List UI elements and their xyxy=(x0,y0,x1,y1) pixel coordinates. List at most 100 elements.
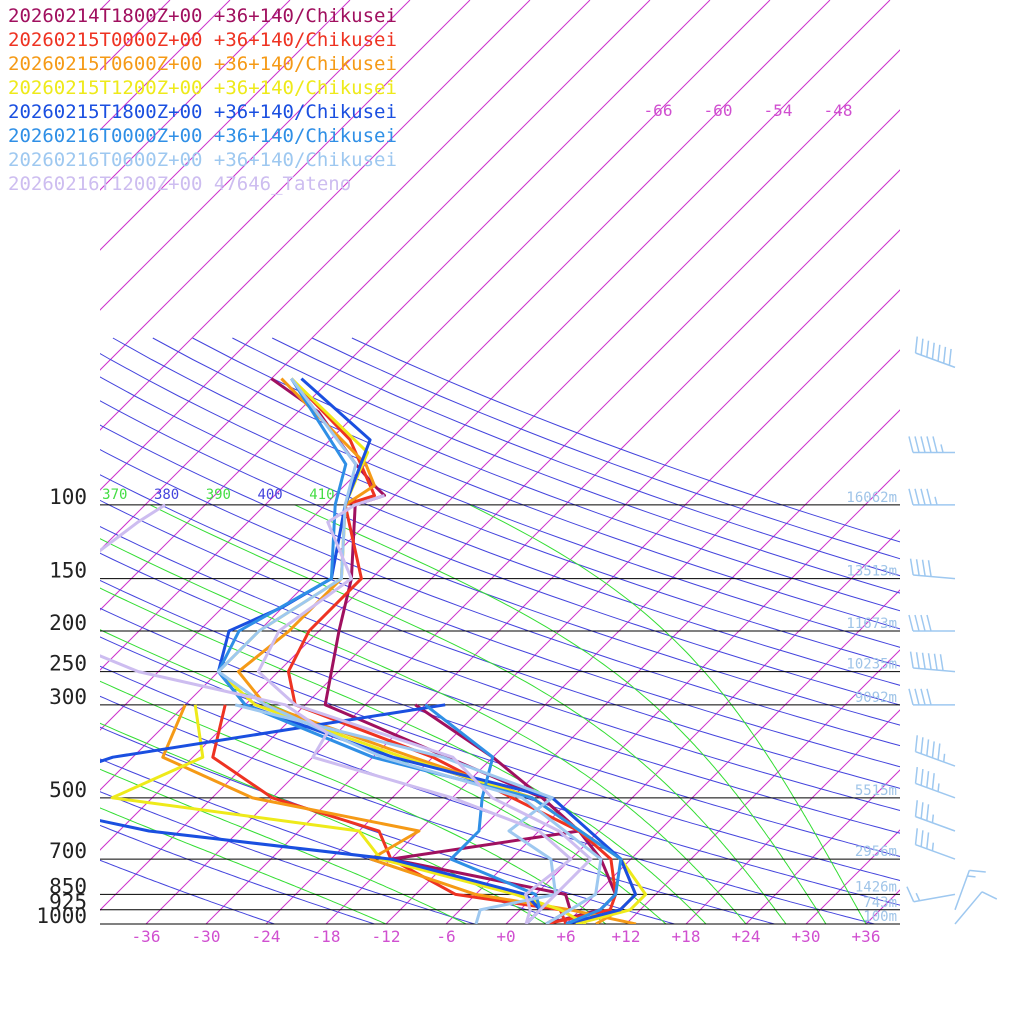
height-label: 100m xyxy=(863,909,897,925)
dry-adiabat-line xyxy=(100,665,875,924)
temperature-tick-label: +6 xyxy=(556,927,575,946)
temperature-tick-label: +36 xyxy=(852,927,881,946)
temperature-tick-label: +12 xyxy=(612,927,641,946)
isotherm-line xyxy=(100,0,591,491)
wind-barb xyxy=(914,336,956,369)
wind-barb xyxy=(914,800,956,832)
pressure-label: 300 xyxy=(49,685,87,709)
sounding-series xyxy=(100,377,648,924)
dewpoint-line xyxy=(110,704,587,924)
wind-barb xyxy=(909,651,956,673)
pressure-label: 850 xyxy=(49,874,87,898)
isotherm-line xyxy=(926,0,1024,924)
temperature-tick-label: -30 xyxy=(192,927,221,946)
top-temperature-label: -54 xyxy=(764,101,793,120)
temperature-tick-label: -6 xyxy=(436,927,455,946)
wind-barb xyxy=(906,886,956,903)
wind-barb xyxy=(908,488,955,506)
isotherm-line xyxy=(100,0,891,791)
wind-barb xyxy=(908,614,955,632)
isotherm-line xyxy=(100,0,411,311)
temperature-line xyxy=(216,377,603,924)
wind-barb xyxy=(914,735,956,767)
wind-barbs xyxy=(906,336,998,925)
dry-adiabat-line xyxy=(100,824,375,924)
isotherm-line xyxy=(100,0,771,671)
height-label: 2956m xyxy=(855,844,897,860)
isotherm-line xyxy=(986,0,1024,924)
dry-adiabat-line xyxy=(100,636,900,906)
wind-barb xyxy=(914,766,956,799)
top-temperature-label: -60 xyxy=(704,101,733,120)
dewpoint-line xyxy=(100,503,573,924)
top-temperature-label: -66 xyxy=(644,101,673,120)
pressure-label: 700 xyxy=(49,839,87,863)
dewpoint-line xyxy=(389,703,581,924)
isotherm-line xyxy=(100,0,291,191)
temperature-tick-label: -36 xyxy=(132,927,161,946)
isotherm-line xyxy=(625,649,900,924)
legend-entry: 20260214T1800Z+00 +36+140/Chikusei xyxy=(8,5,397,27)
temperature-line xyxy=(286,377,618,924)
pressure-label: 200 xyxy=(49,611,87,635)
legend-entry: 20260215T1200Z+00 +36+140/Chikusei xyxy=(8,77,397,99)
dry-adiabat-line xyxy=(100,859,275,924)
legend-entry: 20260216T0000Z+00 +36+140/Chikusei xyxy=(8,125,397,147)
isobar-lines xyxy=(100,504,900,925)
isotherm-line xyxy=(565,589,900,924)
temperature-tick-label: -12 xyxy=(372,927,401,946)
temperature-tick-label: +0 xyxy=(496,927,515,946)
isotherm-line xyxy=(100,49,900,851)
wind-barb xyxy=(914,828,956,860)
theta-label: 370 xyxy=(102,487,127,503)
temperature-tick-label: -18 xyxy=(312,927,341,946)
dewpoint-line xyxy=(100,703,542,924)
wind-barb xyxy=(954,891,998,925)
height-label: 1426m xyxy=(855,879,897,895)
height-label: 13513m xyxy=(846,564,897,580)
height-label: 743m xyxy=(863,895,897,911)
isotherm-line xyxy=(100,0,711,611)
height-label: 16062m xyxy=(846,490,897,506)
temperature-line xyxy=(216,377,623,924)
isotherm-line xyxy=(445,469,900,924)
height-label: 5515m xyxy=(855,783,897,799)
isotherm-line xyxy=(100,0,531,431)
temperature-tick-label: -24 xyxy=(252,927,281,946)
temperature-tick-label: +30 xyxy=(792,927,821,946)
height-label: 10235m xyxy=(846,657,897,673)
wind-barb xyxy=(909,558,956,580)
pressure-label: 150 xyxy=(49,559,87,583)
height-label: 9092m xyxy=(855,690,897,706)
theta-label: 410 xyxy=(309,487,334,503)
pressure-label: 250 xyxy=(49,652,87,676)
isotherm-line xyxy=(100,0,471,371)
isotherm-line xyxy=(100,109,900,911)
wind-barb xyxy=(908,688,955,706)
temperature-line xyxy=(270,377,618,924)
height-label: 11673m xyxy=(846,616,897,632)
theta-label: 390 xyxy=(206,487,231,503)
temperature-tick-label: +18 xyxy=(672,927,701,946)
wind-barb xyxy=(954,869,986,911)
pressure-label: 925 xyxy=(49,890,87,914)
dry-adiabat-line xyxy=(100,791,475,924)
isotherm-line xyxy=(505,529,900,924)
top-temperature-label: -48 xyxy=(824,101,853,120)
temperature-tick-label: +24 xyxy=(732,927,761,946)
isotherm-line xyxy=(385,409,900,924)
isotherm-line xyxy=(100,0,351,251)
pressure-label: 500 xyxy=(49,778,87,802)
dry-adiabat-line xyxy=(100,695,775,924)
legend-entry: 20260215T0000Z+00 +36+140/Chikusei xyxy=(8,29,397,51)
isotherm-line xyxy=(685,709,900,924)
legend-entry: 20260215T0600Z+00 +36+140/Chikusei xyxy=(8,53,397,75)
isotherm-line xyxy=(100,0,651,551)
theta-label: 400 xyxy=(257,487,282,503)
dewpoint-line xyxy=(424,703,542,924)
wind-barb xyxy=(908,436,955,454)
isotherm-line xyxy=(805,829,900,924)
legend-entry: 20260216T0600Z+00 +36+140/Chikusei xyxy=(8,149,397,171)
